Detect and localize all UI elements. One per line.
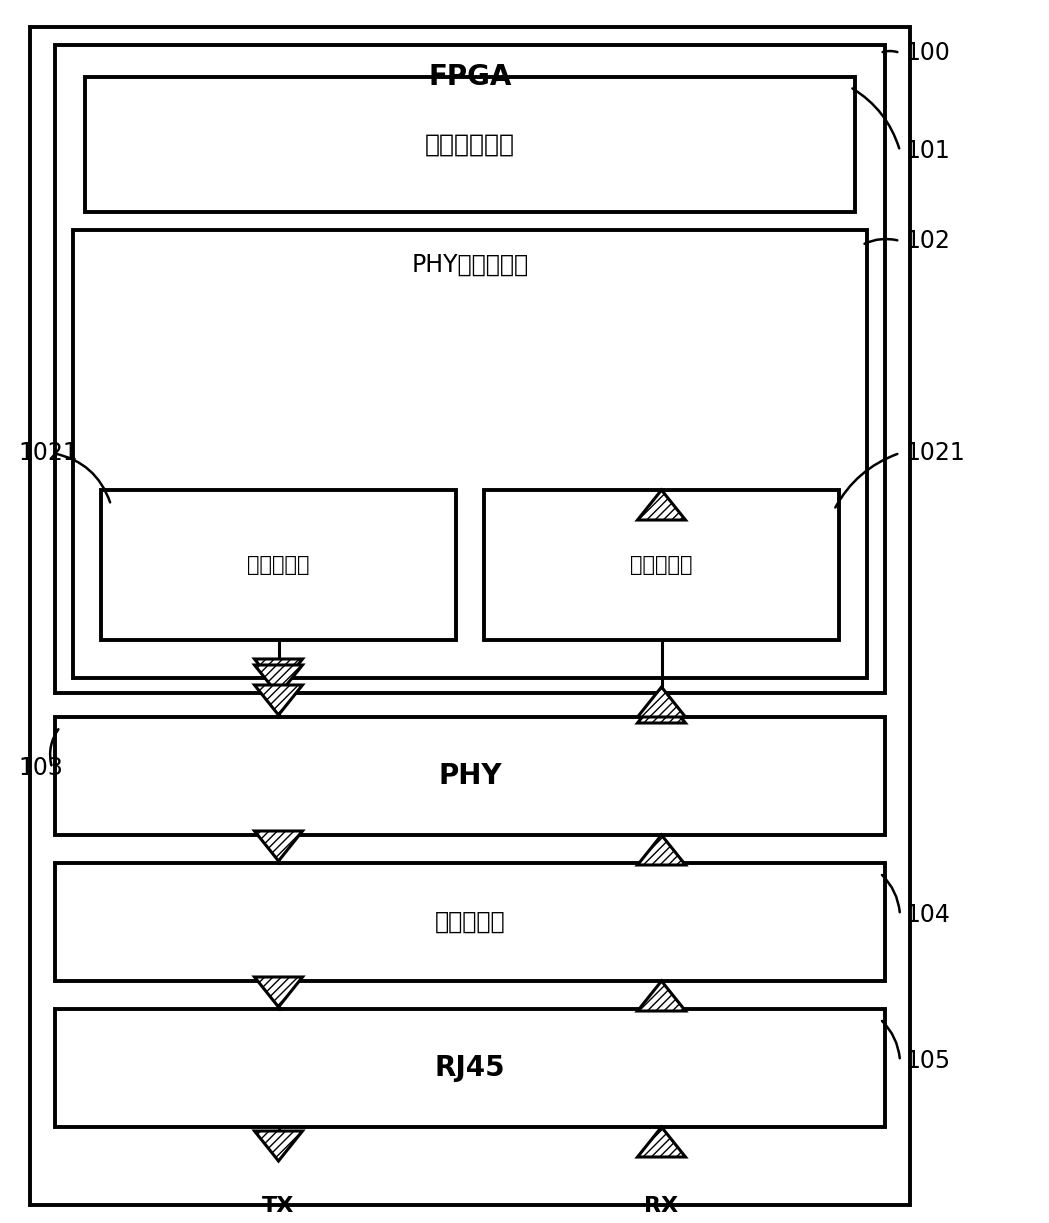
Text: RX: RX — [644, 1196, 679, 1216]
Text: 105: 105 — [905, 1049, 950, 1073]
Text: 接收缓冲区: 接收缓冲区 — [630, 555, 692, 575]
Polygon shape — [638, 687, 685, 717]
Text: 104: 104 — [905, 903, 950, 927]
Bar — [85, 77, 855, 212]
Text: 1021: 1021 — [905, 442, 965, 465]
Text: PHY: PHY — [438, 762, 501, 790]
Polygon shape — [638, 1128, 685, 1157]
Text: 101: 101 — [905, 139, 949, 163]
Bar — [55, 45, 885, 693]
Text: 发送缓冲区: 发送缓冲区 — [248, 555, 309, 575]
Polygon shape — [255, 1131, 302, 1161]
Polygon shape — [638, 835, 685, 865]
Text: PHY数据缓冲区: PHY数据缓冲区 — [411, 253, 529, 276]
Polygon shape — [255, 977, 302, 1007]
Text: RJ45: RJ45 — [434, 1054, 506, 1082]
Bar — [101, 490, 456, 640]
Text: 103: 103 — [18, 756, 63, 780]
Text: FPGA: FPGA — [428, 64, 512, 91]
Polygon shape — [638, 490, 685, 520]
Polygon shape — [638, 693, 685, 723]
Text: 1021: 1021 — [18, 442, 78, 465]
Bar — [484, 490, 839, 640]
Bar — [55, 1009, 885, 1128]
Bar — [73, 230, 868, 678]
Polygon shape — [638, 981, 685, 1011]
Bar — [55, 863, 885, 981]
Polygon shape — [255, 659, 302, 689]
Bar — [30, 27, 909, 1205]
Text: 102: 102 — [905, 229, 950, 253]
Text: 100: 100 — [905, 42, 950, 65]
Polygon shape — [255, 830, 302, 861]
Text: TX: TX — [262, 1196, 295, 1216]
Polygon shape — [255, 665, 302, 695]
Text: 协议处理模块: 协议处理模块 — [425, 132, 515, 157]
Text: 网络变压器: 网络变压器 — [434, 910, 506, 934]
Polygon shape — [255, 685, 302, 715]
Bar — [55, 717, 885, 835]
